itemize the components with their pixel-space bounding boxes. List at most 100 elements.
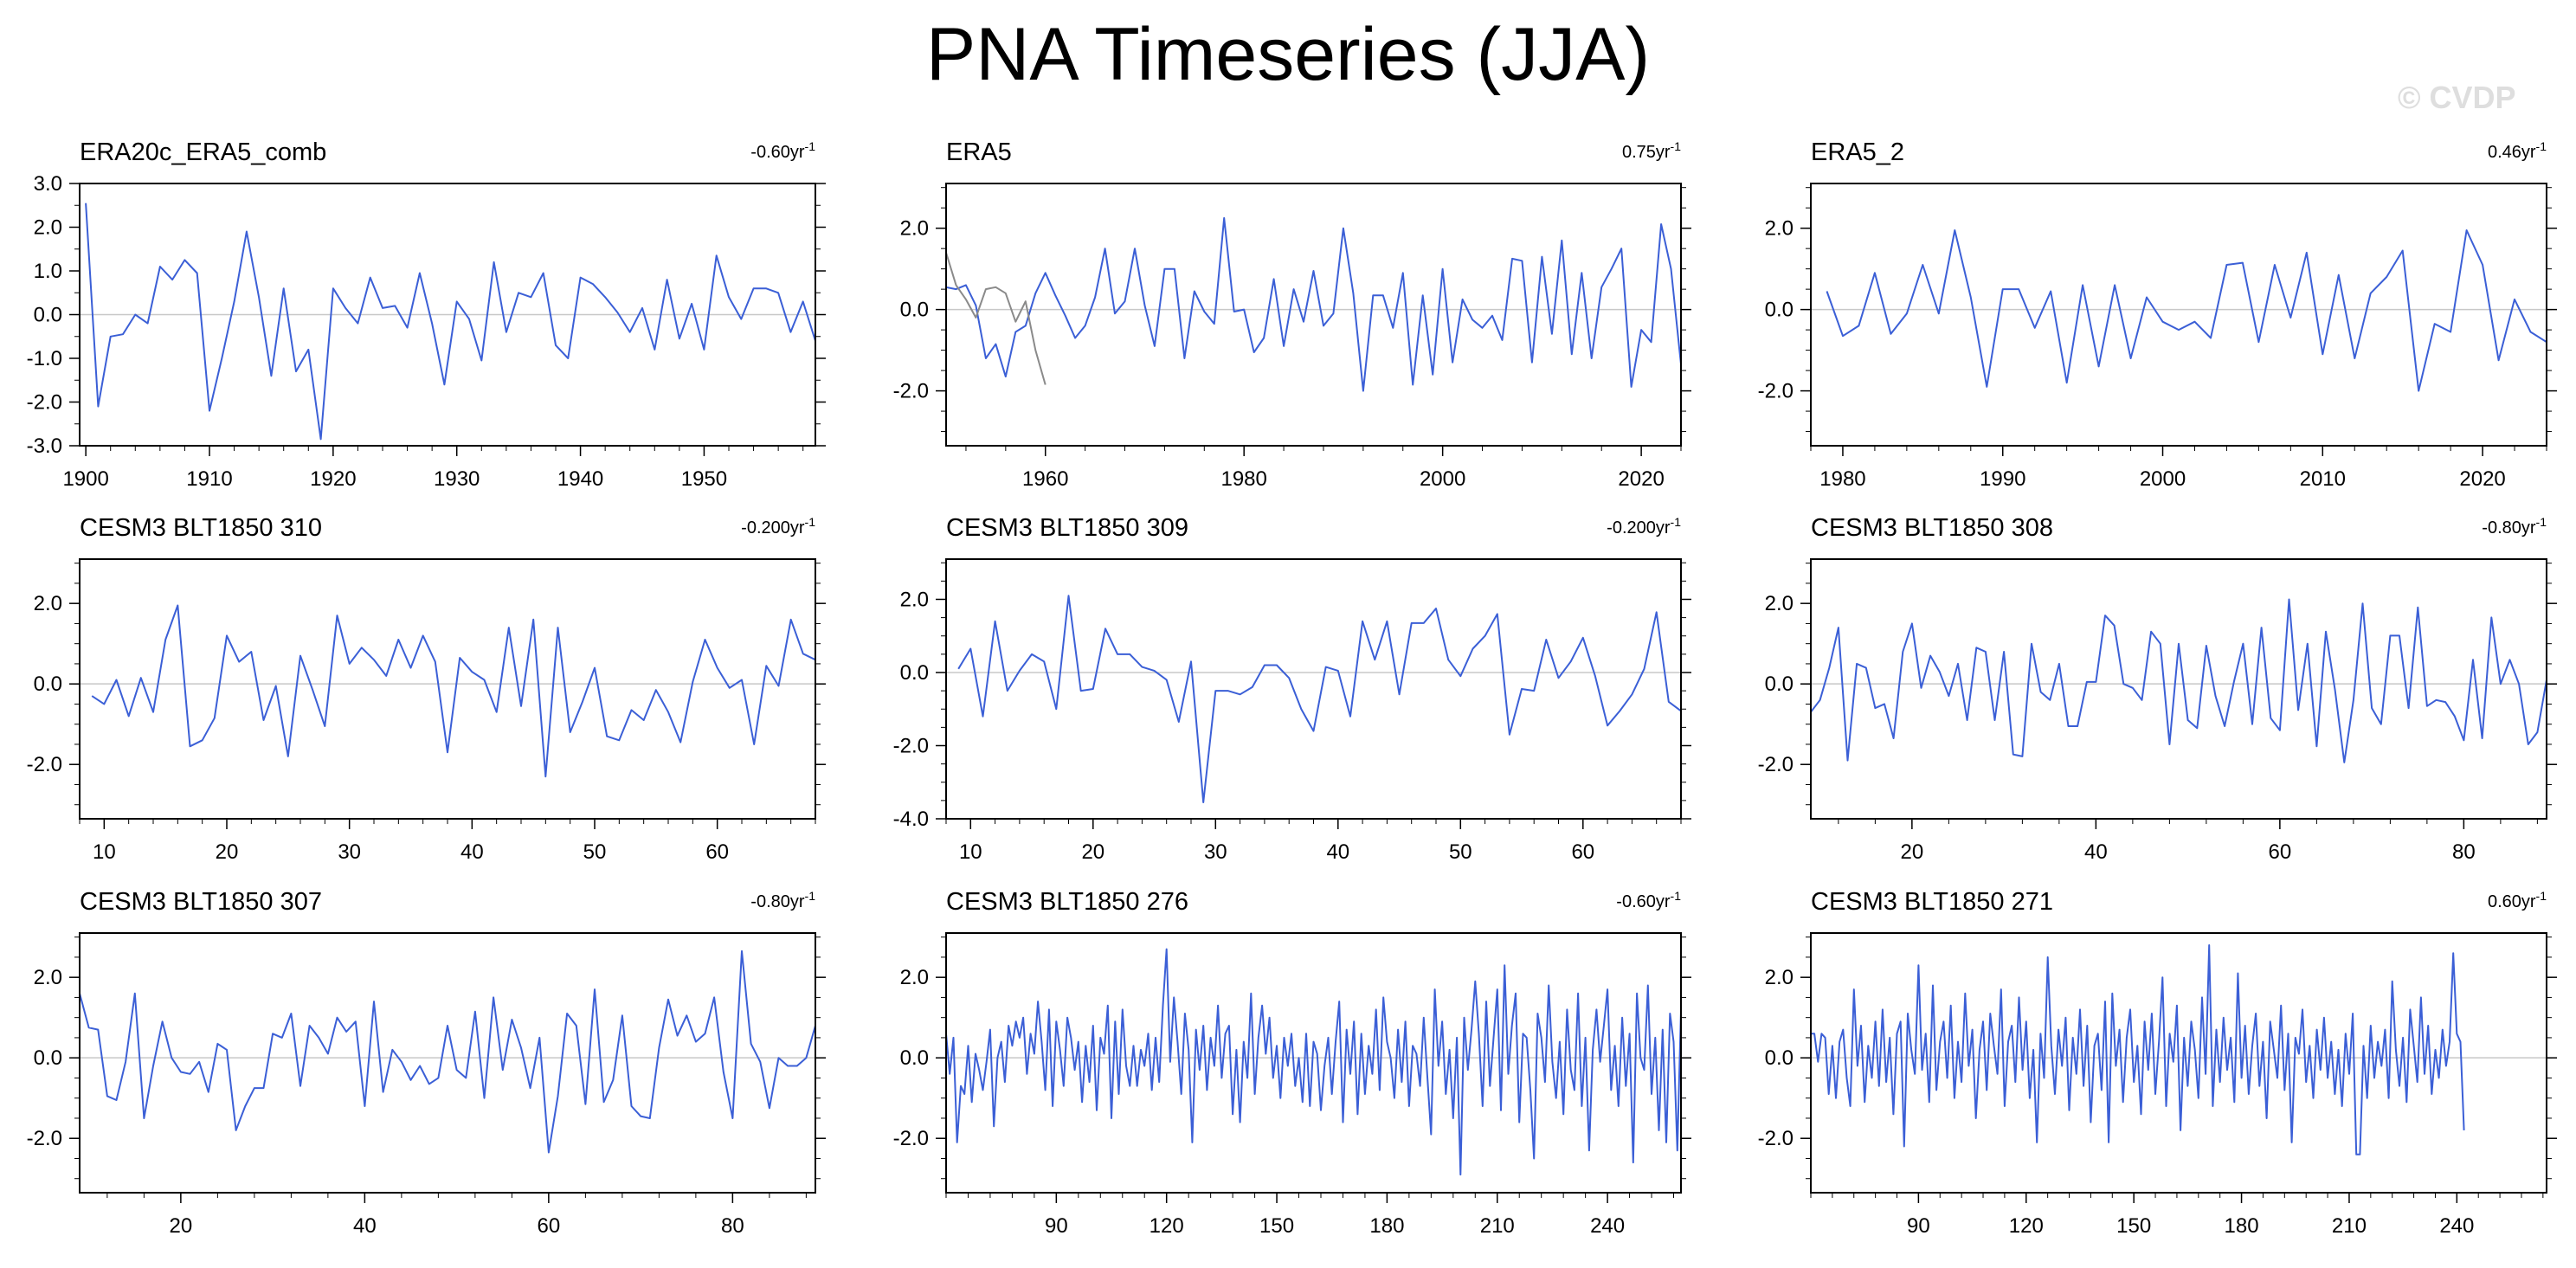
y-tick-label: -4.0 xyxy=(893,808,929,831)
panel-title: CESM3 BLT1850 308 xyxy=(1811,514,2053,542)
y-tick-label: -2.0 xyxy=(893,380,929,403)
plot-frame xyxy=(945,183,1682,447)
trend-label: -0.200yr-1 xyxy=(1607,515,1681,537)
x-tick-label: 10 xyxy=(959,840,982,864)
panel-title: CESM3 BLT1850 276 xyxy=(946,888,1188,916)
y-tick-label: 2.0 xyxy=(34,592,62,615)
trend-label: 0.75yr-1 xyxy=(1622,139,1681,162)
trend-label: -0.80yr-1 xyxy=(2482,515,2547,537)
x-tick-label: 1990 xyxy=(1980,467,2025,491)
y-tick-label: -2.0 xyxy=(27,753,62,776)
y-tick-label: 0.0 xyxy=(1765,1046,1794,1070)
cvdp-watermark: © CVDP xyxy=(2398,80,2516,115)
panel-title: ERA20c_ERA5_comb xyxy=(80,138,326,166)
x-tick-label: 10 xyxy=(93,840,116,864)
y-tick-label: 0.0 xyxy=(34,1046,62,1070)
panel-8: -2.0 0.0 2.0 90 120 150 180 210 240 CESM3 BLT1850… xyxy=(893,888,1691,1238)
x-tick-label: 2000 xyxy=(2140,467,2186,491)
y-tick-label: 2.0 xyxy=(34,216,62,240)
x-tick-label: 150 xyxy=(1259,1214,1294,1238)
trend-label: -0.200yr-1 xyxy=(741,515,815,537)
x-tick-label: 50 xyxy=(1449,840,1472,864)
series-line-era5 xyxy=(946,216,1681,392)
y-tick-label: -2.0 xyxy=(27,391,62,415)
series-line-era20c xyxy=(946,252,1046,385)
y-tick-label: 2.0 xyxy=(900,966,929,989)
x-tick-label: 80 xyxy=(2452,840,2476,864)
x-tick-label: 60 xyxy=(538,1214,561,1238)
series-line-cesm3-blt1850-308 xyxy=(1811,598,2547,763)
plot-frame xyxy=(1810,183,2547,447)
x-tick-label: 120 xyxy=(2009,1214,2044,1238)
panel-5: -4.0 -2.0 0.0 2.0 10 20 30 40 50 60 CESM3 BLT1850 … xyxy=(893,514,1691,864)
y-tick-label: 2.0 xyxy=(900,588,929,611)
y-tick-label: -2.0 xyxy=(893,1127,929,1150)
y-tick-label: 2.0 xyxy=(34,966,62,989)
panel-6: -2.0 0.0 2.0 20 40 60 80 CESM3 BLT1850 308 -0.80… xyxy=(1758,514,2557,864)
plot-frame xyxy=(79,558,816,820)
series-line-cesm3-blt1850-310 xyxy=(91,604,815,778)
plot-frame xyxy=(945,558,1682,820)
panel-title: ERA5_2 xyxy=(1811,138,1904,166)
trend-label: 0.46yr-1 xyxy=(2488,139,2547,162)
trend-label: 0.60yr-1 xyxy=(2488,889,2547,911)
x-tick-label: 210 xyxy=(1480,1214,1515,1238)
panel-title: CESM3 BLT1850 271 xyxy=(1811,888,2053,916)
x-tick-label: 80 xyxy=(721,1214,744,1238)
x-tick-label: 20 xyxy=(170,1214,193,1238)
panel-7: -2.0 0.0 2.0 20 40 60 80 CESM3 BLT1850 307 -0.80… xyxy=(27,888,826,1238)
series-line-cesm3-blt1850-309 xyxy=(957,595,1681,803)
plot-frame xyxy=(1810,558,2547,820)
panel-2: -2.0 0.0 2.0 1960 1980 2000 2020 ERA5 0.75yr-1 xyxy=(893,138,1691,491)
x-tick-label: 2020 xyxy=(1618,467,1664,491)
y-tick-label: -2.0 xyxy=(1758,380,1794,403)
x-tick-label: 60 xyxy=(2269,840,2292,864)
x-tick-label: 60 xyxy=(705,840,729,864)
x-tick-label: 30 xyxy=(338,840,361,864)
panel-title: CESM3 BLT1850 307 xyxy=(80,888,322,916)
panel-title: ERA5 xyxy=(946,138,1012,166)
trend-label: -0.80yr-1 xyxy=(750,889,815,911)
x-tick-label: 1980 xyxy=(1220,467,1266,491)
x-tick-label: 240 xyxy=(2439,1214,2474,1238)
x-tick-label: 1900 xyxy=(62,467,108,491)
x-tick-label: 180 xyxy=(1369,1214,1404,1238)
y-tick-label: 1.0 xyxy=(34,260,62,283)
y-tick-label: 0.0 xyxy=(900,1046,929,1070)
x-tick-label: 40 xyxy=(1326,840,1349,864)
y-tick-label: 0.0 xyxy=(1765,299,1794,322)
y-tick-label: 2.0 xyxy=(1765,217,1794,241)
y-tick-label: 3.0 xyxy=(34,172,62,196)
y-tick-label: -2.0 xyxy=(893,734,929,757)
series-line-cesm3-blt1850-276 xyxy=(946,948,1681,1176)
x-tick-label: 30 xyxy=(1204,840,1227,864)
x-tick-label: 240 xyxy=(1590,1214,1625,1238)
x-tick-label: 150 xyxy=(2116,1214,2151,1238)
panel-title: CESM3 BLT1850 310 xyxy=(80,514,322,542)
y-tick-label: 2.0 xyxy=(900,217,929,241)
x-tick-label: 180 xyxy=(2225,1214,2259,1238)
x-tick-label: 40 xyxy=(460,840,484,864)
y-tick-label: -3.0 xyxy=(27,434,62,458)
panel-9: -2.0 0.0 2.0 90 120 150 180 210 240 CESM3 BLT1850… xyxy=(1758,888,2557,1238)
plot-frame xyxy=(945,932,1682,1194)
x-tick-label: 50 xyxy=(583,840,607,864)
series-line-era5-2 xyxy=(1826,229,2547,392)
y-tick-label: 0.0 xyxy=(34,673,62,696)
x-tick-label: 40 xyxy=(2084,840,2108,864)
series-line-cesm3-blt1850-307 xyxy=(80,949,815,1154)
x-tick-label: 40 xyxy=(353,1214,377,1238)
x-tick-label: 1910 xyxy=(186,467,232,491)
x-tick-label: 90 xyxy=(1045,1214,1068,1238)
y-tick-label: -2.0 xyxy=(1758,753,1794,776)
x-tick-label: 1920 xyxy=(310,467,356,491)
page-title: PNA Timeseries (JJA) xyxy=(925,13,1651,96)
y-tick-label: 2.0 xyxy=(1765,966,1794,989)
x-tick-label: 20 xyxy=(216,840,239,864)
x-tick-label: 1960 xyxy=(1022,467,1068,491)
series-line-era20c-era5-comb xyxy=(85,203,815,441)
plot-frame xyxy=(1810,932,2547,1194)
trend-label: -0.60yr-1 xyxy=(1616,889,1681,911)
plot-frame xyxy=(79,932,816,1194)
